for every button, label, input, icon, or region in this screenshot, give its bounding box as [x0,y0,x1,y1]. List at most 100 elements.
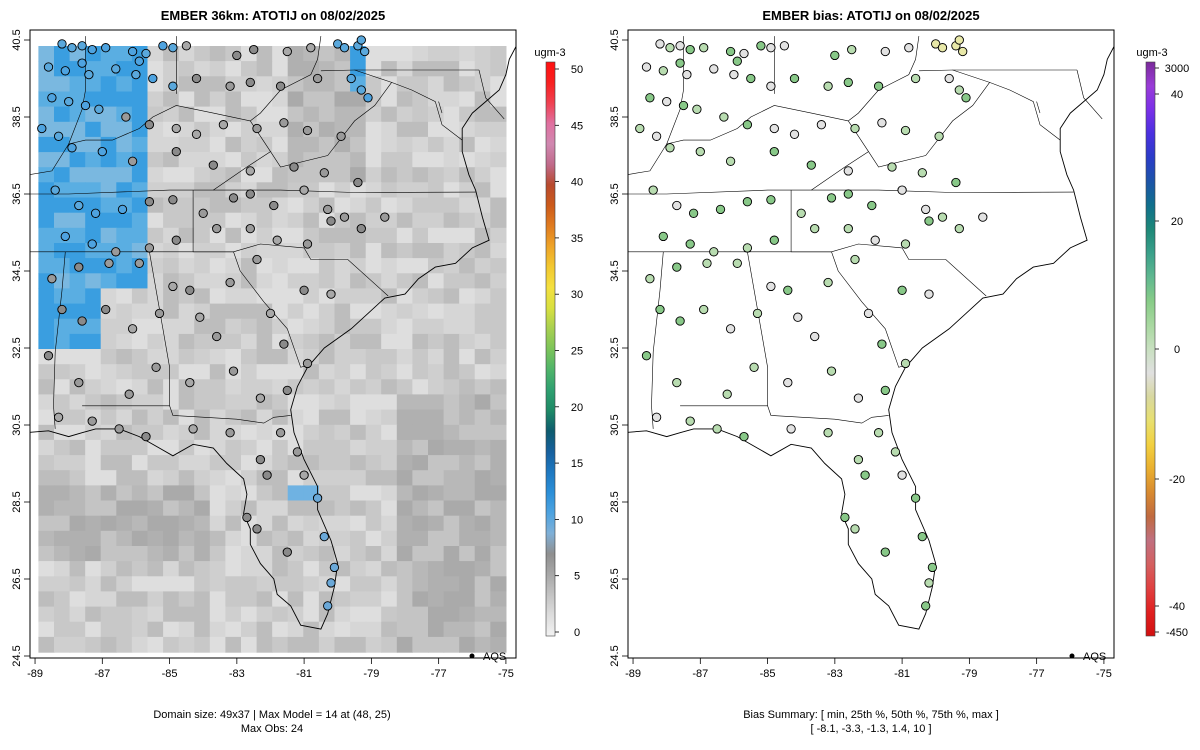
grid-cell [490,349,507,365]
grid-cell [209,243,226,259]
state-boundary [438,101,443,114]
station-marker [783,377,793,388]
grid-cell [85,227,102,244]
grid-cell [334,136,351,153]
grid-cell [69,227,86,244]
grid-cell [100,485,117,502]
grid-cell [334,470,351,486]
grid-cell [272,318,289,335]
grid-cell [194,561,211,577]
grid-cell [334,621,351,638]
coastline [628,45,1114,630]
grid-cell [365,500,382,517]
grid-cell [365,455,382,471]
grid-cell [272,591,289,608]
grid-cell [147,227,164,244]
grid-cell [381,546,398,562]
grid-cell [334,424,351,441]
y-tick-label: 36.5 [11,183,23,204]
station-marker [823,81,833,91]
grid-cell [163,500,180,517]
station-marker [151,362,161,372]
grid-cell [38,394,55,411]
grid-cell [69,121,86,138]
grid-cell [334,576,351,593]
station-marker [148,73,158,84]
grid-cell [318,136,336,153]
grid-cell [163,515,180,532]
station-marker [843,223,853,234]
station-marker [279,339,289,349]
station-marker [275,81,286,91]
grid-cell [334,439,351,456]
station-marker [84,69,94,80]
grid-cell [396,576,413,593]
grid-cell [443,636,460,653]
grid-cell [365,273,382,290]
grid-cell [163,364,180,380]
grid-cell [100,288,117,305]
station-marker [850,524,860,534]
grid-cell [381,364,398,380]
grid-cell [381,136,398,153]
grid-cell [163,106,180,123]
grid-cell [225,561,242,577]
grid-cell [428,409,445,426]
grid-cell [381,500,398,517]
grid-cell [225,333,242,350]
grid-cell [100,424,117,441]
station-marker [380,212,390,222]
grid-cell [334,379,351,396]
station-marker [326,216,336,226]
state-boundary [651,251,664,429]
grid-cell [365,485,382,502]
grid-cell [116,273,133,290]
grid-cell [131,500,149,517]
grid-cell [459,121,476,138]
grid-cell [163,470,180,486]
grid-cell [209,303,226,320]
grid-cell [381,424,398,441]
grid-cell [459,364,476,380]
grid-cell [209,61,226,77]
right-colorbar-ramp [1145,61,1156,637]
right-panel: EMBER bias: ATOTIJ on 08/02/2025 -89 -87-… [609,8,1189,735]
grid-cell [54,379,71,396]
grid-cell [272,485,289,502]
grid-cell [38,379,55,396]
grid-cell [209,318,226,335]
grid-cell [38,212,55,229]
grid-cell [318,546,336,562]
grid-cell [474,152,491,168]
grid-cell [163,409,180,426]
grid-cell [256,500,273,517]
grid-cell [241,303,258,320]
y-tick-label: 26.5 [11,568,23,589]
grid-cell [178,561,195,577]
grid-cell [381,167,398,183]
grid-cell [396,515,413,532]
left-map-area [30,30,516,658]
station-marker [43,62,54,72]
grid-cell [443,530,460,547]
grid-cell [412,288,429,305]
grid-cell [38,424,55,441]
grid-cell [256,621,273,638]
grid-cell [209,258,226,274]
grid-cell [412,227,429,244]
grid-cell [178,530,195,547]
station-marker [252,254,262,265]
grid-cell [241,349,258,365]
grid-cell [474,636,491,653]
station-marker [356,223,366,234]
station-marker [978,212,988,222]
grid-cell [54,273,71,290]
grid-cell [396,258,413,274]
station-marker [282,385,292,396]
grid-cell [350,606,367,623]
grid-cell [334,182,351,199]
grid-cell [209,424,226,441]
station-marker [722,389,732,399]
grid-cell [241,197,258,214]
